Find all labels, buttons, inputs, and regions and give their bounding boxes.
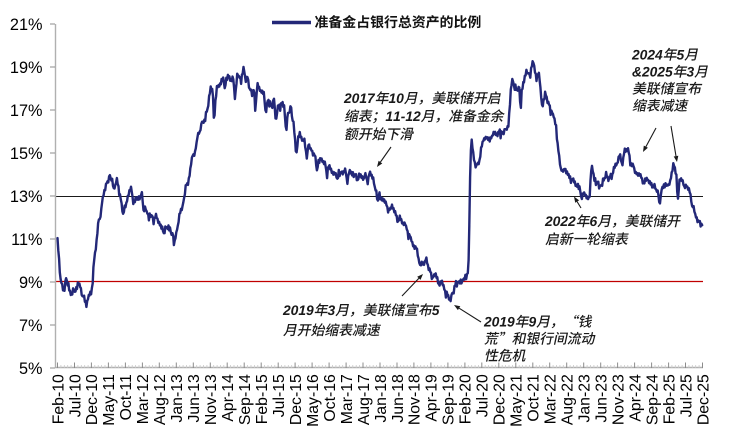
svg-text:May-11: May-11 (101, 374, 118, 426)
svg-text:Jun-18: Jun-18 (390, 374, 407, 423)
svg-text:Oct-11: Oct-11 (118, 374, 135, 420)
svg-text:Aug-12: Aug-12 (152, 374, 169, 425)
svg-text:Dec-25: Dec-25 (695, 374, 712, 425)
svg-text:May-16: May-16 (305, 374, 322, 427)
svg-text:Jan-13: Jan-13 (169, 374, 186, 423)
svg-text:May-21: May-21 (509, 374, 526, 427)
svg-text:Oct-21: Oct-21 (526, 374, 543, 422)
svg-text:Nov-13: Nov-13 (203, 374, 220, 425)
svg-text:Dec-15: Dec-15 (288, 374, 305, 425)
svg-text:Feb-25: Feb-25 (661, 374, 678, 424)
svg-text:Apr-14: Apr-14 (220, 374, 237, 422)
svg-text:Jul-15: Jul-15 (271, 374, 288, 417)
svg-text:Apr-24: Apr-24 (627, 374, 644, 422)
svg-text:Jul-10: Jul-10 (67, 374, 84, 417)
svg-text:13%: 13% (10, 188, 43, 206)
svg-text:17%: 17% (10, 102, 43, 120)
svg-text:Jun-23: Jun-23 (594, 374, 611, 423)
svg-text:Nov-18: Nov-18 (407, 374, 424, 425)
svg-text:Sep-14: Sep-14 (237, 374, 254, 425)
svg-text:Mar-12: Mar-12 (135, 374, 152, 424)
svg-text:Dec-10: Dec-10 (84, 374, 101, 425)
svg-text:15%: 15% (10, 145, 43, 163)
svg-text:9%: 9% (19, 274, 43, 292)
svg-text:Jul-25: Jul-25 (678, 374, 695, 417)
svg-text:Sep-24: Sep-24 (644, 374, 661, 425)
svg-text:Feb-10: Feb-10 (50, 374, 67, 424)
svg-text:Jan-23: Jan-23 (577, 374, 594, 423)
svg-text:Dec-20: Dec-20 (492, 374, 509, 425)
svg-text:5%: 5% (19, 360, 43, 378)
svg-text:Oct-16: Oct-16 (322, 374, 339, 422)
svg-text:Mar-17: Mar-17 (339, 374, 356, 424)
svg-text:Jun-13: Jun-13 (186, 374, 203, 423)
svg-text:Mar-22: Mar-22 (543, 374, 560, 424)
svg-text:Aug-22: Aug-22 (560, 374, 577, 425)
svg-text:21%: 21% (10, 16, 43, 34)
svg-text:11%: 11% (11, 231, 42, 249)
svg-text:Apr-19: Apr-19 (424, 374, 441, 422)
svg-text:Feb-15: Feb-15 (254, 374, 271, 424)
svg-text:Jul-20: Jul-20 (475, 374, 492, 417)
svg-text:Nov-23: Nov-23 (610, 374, 627, 425)
svg-text:Sep-19: Sep-19 (441, 374, 458, 425)
svg-text:Aug-17: Aug-17 (356, 374, 373, 425)
svg-text:Feb-20: Feb-20 (458, 374, 475, 424)
svg-text:19%: 19% (10, 59, 43, 77)
svg-text:7%: 7% (19, 317, 43, 335)
svg-text:Jan-18: Jan-18 (373, 374, 390, 423)
